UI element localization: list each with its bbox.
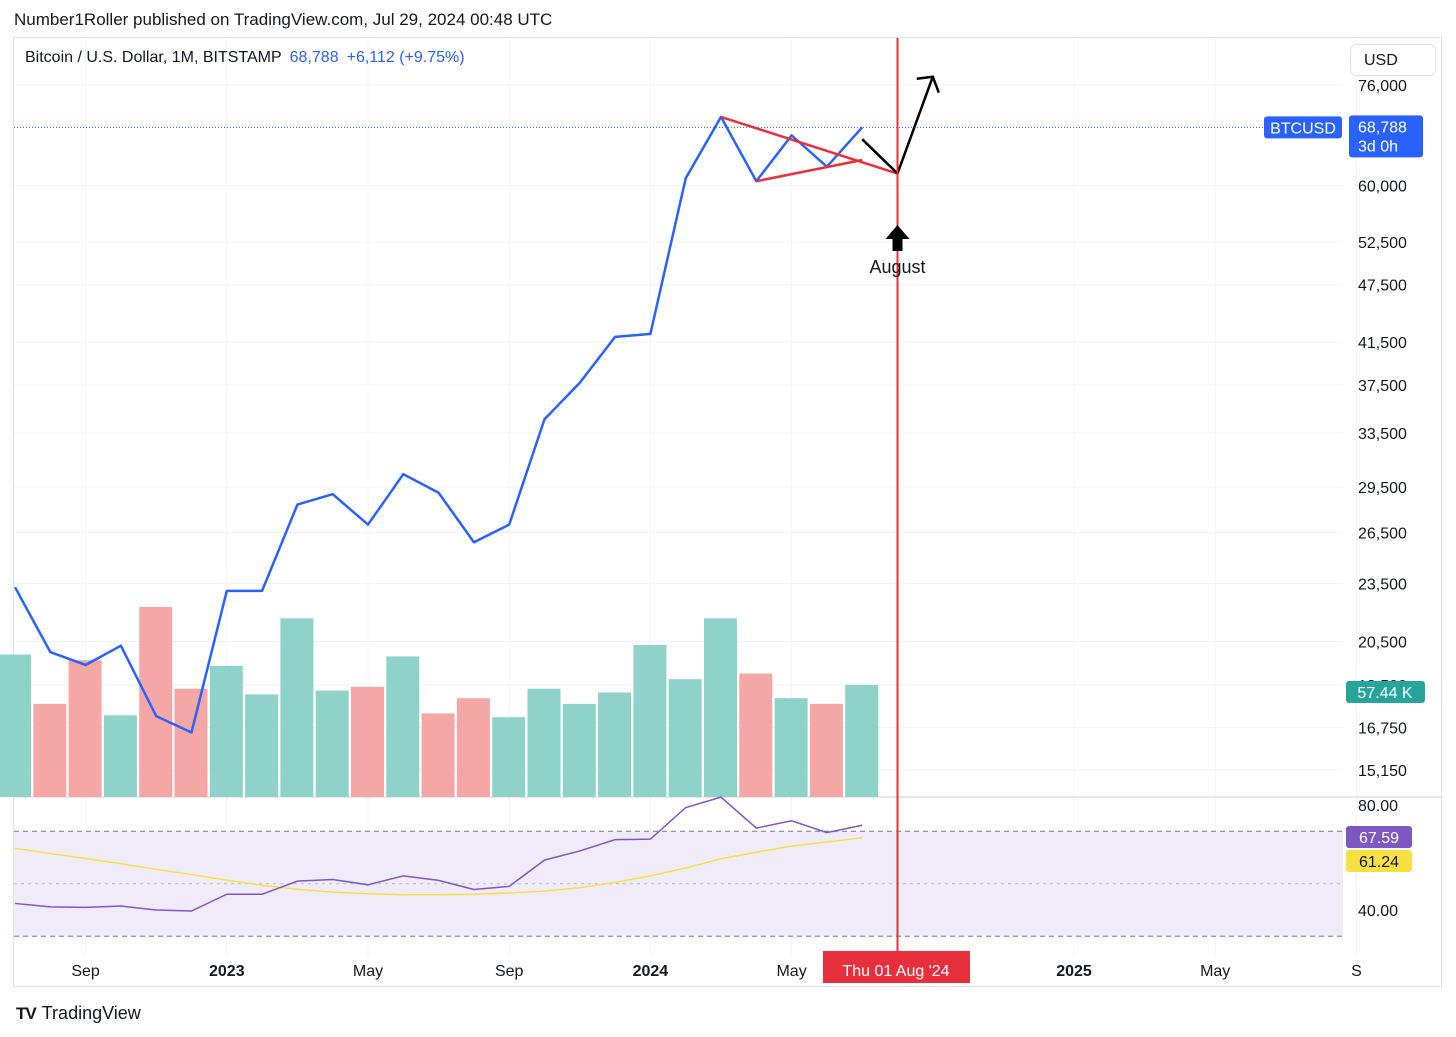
time-axis-tick: S: [1351, 963, 1362, 980]
symbol-title: Bitcoin / U.S. Dollar, 1M, BITSTAMP: [25, 49, 282, 66]
time-axis-tick: May: [1200, 963, 1230, 980]
time-axis-tick: 2024: [633, 963, 669, 980]
time-axis-tick: May: [776, 963, 806, 980]
volume-bar: [633, 645, 667, 797]
time-axis-tick: 2023: [209, 963, 245, 980]
triangle-lower-line: [756, 158, 863, 183]
currency-button[interactable]: USD: [1350, 44, 1436, 76]
time-axis-tick: 2025: [1056, 963, 1092, 980]
volume-bar: [386, 656, 420, 797]
chart-frame: [13, 37, 1442, 987]
volume-bar: [68, 660, 102, 797]
rsi-axis-tick: 80.00: [1358, 798, 1398, 815]
triangle-upper-line: [720, 115, 898, 175]
brand-name: TradingView: [41, 1003, 141, 1023]
symbol-badge-text: BTCUSD: [1270, 120, 1336, 137]
price-axis-tick: 16,750: [1358, 720, 1407, 737]
axes: 76,000 60,000 52,500 47,500 41,500 37,500 33,5…: [71, 78, 1407, 980]
volume-bar: [668, 679, 702, 797]
rsi-band: [14, 830, 1343, 937]
price-axis-tick: 20,500: [1358, 635, 1407, 652]
grid-lines: [14, 38, 1442, 955]
volume-bar: [598, 692, 632, 797]
rsi-ma-badge: [1346, 850, 1412, 872]
volume-bars: [0, 607, 879, 797]
volume-bar: [103, 715, 137, 797]
last-price-badge: [1349, 115, 1423, 158]
time-axis-tick: Sep: [71, 963, 100, 980]
volume-bar: [174, 688, 208, 797]
price-axis-tick: 29,500: [1358, 480, 1407, 497]
up-arrow-icon: [885, 225, 910, 251]
tradingview-brand: TV TradingView: [16, 1003, 141, 1024]
projection-arrowhead: [916, 75, 940, 94]
price-axis-tick: 33,500: [1358, 426, 1407, 443]
volume-bar: [456, 698, 490, 797]
volume-bar: [704, 618, 737, 797]
volume-badge-text: 57.44 K: [1357, 685, 1412, 702]
price-axis-tick: 41,500: [1358, 335, 1407, 352]
price-axis-tick: 52,500: [1358, 235, 1407, 252]
time-axis-tick: Sep: [495, 963, 524, 980]
price-axis-tick: 47,500: [1358, 278, 1407, 295]
price-series: [13, 115, 1343, 734]
rsi-badge: [1346, 826, 1412, 848]
volume-bar: [33, 703, 67, 797]
price-axis-tick: 26,500: [1358, 526, 1407, 543]
volume-bar: [492, 717, 526, 797]
volume-badge: [1346, 681, 1425, 703]
rsi-series: [14, 796, 863, 912]
drawings[interactable]: August: [720, 38, 940, 952]
rsi-line: [14, 796, 863, 912]
rsi-axis-tick: 40.00: [1358, 903, 1398, 920]
price-axis-tick: 60,000: [1358, 178, 1407, 195]
volume-bar: [351, 686, 384, 797]
volume-bar: [562, 703, 596, 797]
price-axis-tick: 37,500: [1358, 378, 1407, 395]
last-price: 68,788: [289, 49, 339, 66]
volume-bar: [774, 698, 808, 797]
date-marker-badge-text: Thu 01 Aug '24: [842, 963, 949, 980]
volume-bar: [809, 703, 843, 797]
rsi-ma-badge-text: 61.24: [1359, 854, 1399, 871]
price-axis-tick: 76,000: [1358, 78, 1407, 95]
axis-badges: BTCUSD 68,788 3d 0h 57.44 K 67.59 61.24 Thu 01…: [823, 115, 1425, 983]
price-axis-tick: 15,150: [1358, 763, 1407, 780]
publisher-line: Number1Roller published on TradingView.c…: [14, 10, 553, 29]
symbol-badge: [1264, 116, 1342, 139]
tradingview-logo-icon: TV: [16, 1004, 37, 1023]
countdown-badge-text: 3d 0h: [1358, 138, 1398, 155]
price-axis-tick: 23,500: [1358, 577, 1407, 594]
august-label: August: [869, 257, 925, 277]
rsi-ma-line: [14, 837, 863, 896]
volume-bar: [139, 607, 173, 797]
price-change: +6,112 (+9.75%): [346, 49, 465, 66]
volume-bar: [280, 618, 314, 797]
volume-bar: [421, 713, 455, 797]
date-marker-badge: [823, 951, 970, 983]
volume-bar: [315, 690, 349, 797]
last-price-badge-text: 68,788: [1358, 119, 1407, 136]
volume-bar: [0, 654, 31, 797]
volume-bar: [739, 673, 773, 797]
time-axis-tick: May: [353, 963, 383, 980]
symbol-header: Bitcoin / U.S. Dollar, 1M, BITSTAMP 68,78…: [25, 49, 465, 67]
volume-bar: [209, 665, 243, 797]
volume-bar: [245, 694, 279, 797]
volume-bar: [527, 688, 561, 797]
rsi-badge-text: 67.59: [1359, 830, 1399, 847]
volume-bar: [845, 684, 879, 797]
